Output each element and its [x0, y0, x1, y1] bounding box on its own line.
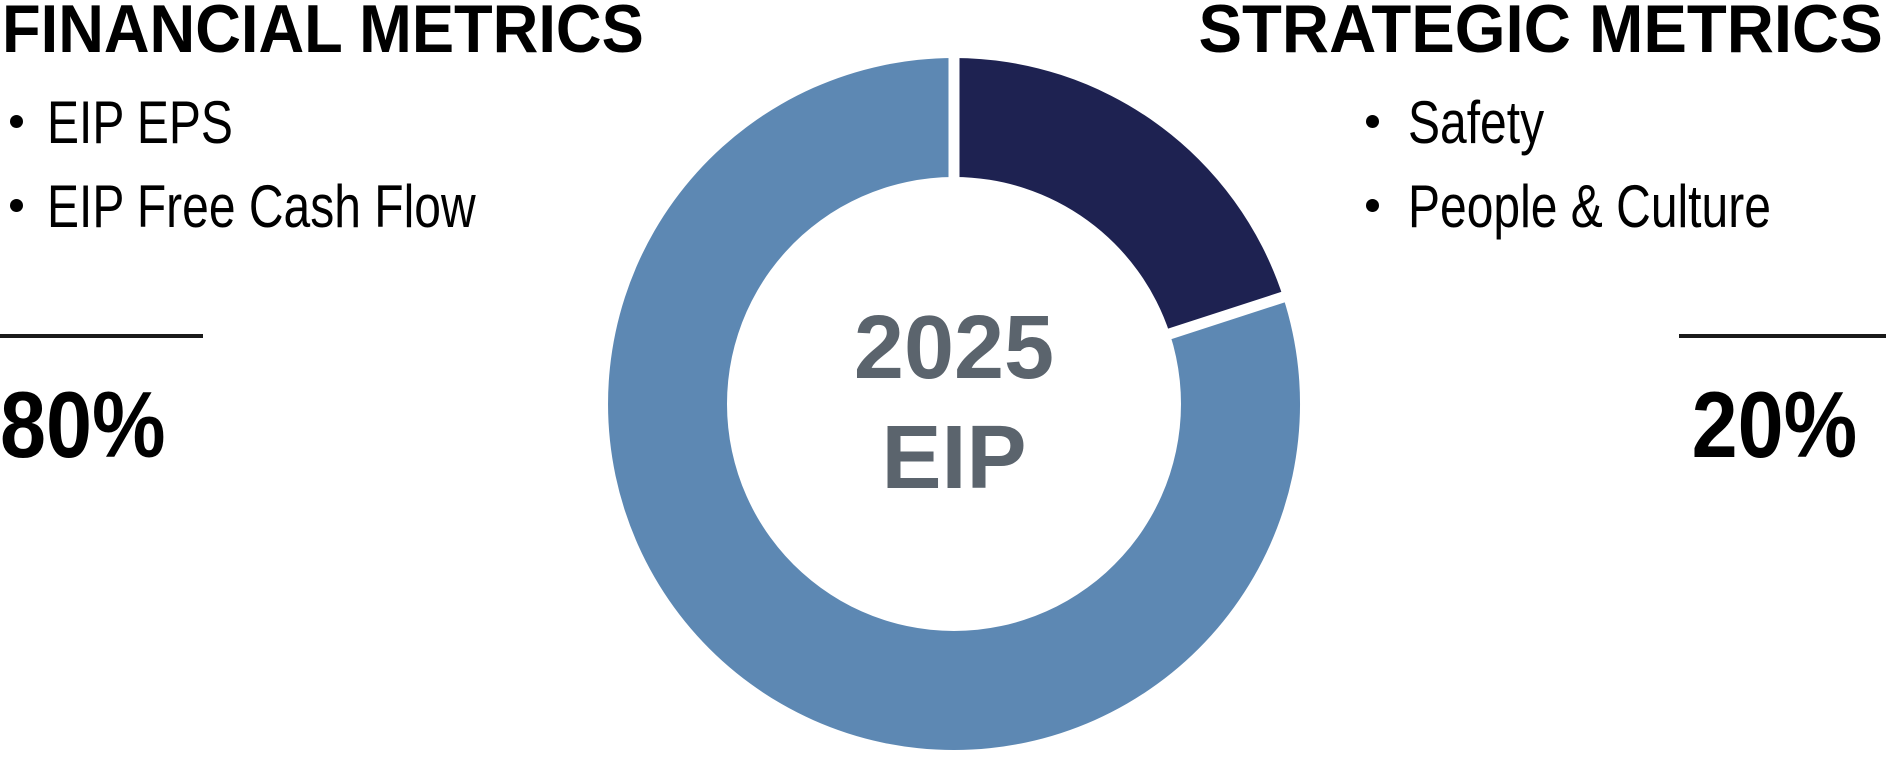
donut-center-label: 2025 EIP [727, 177, 1181, 631]
donut-slice-strategic-metrics [954, 58, 1284, 334]
list-item: EIP Free Cash Flow [10, 176, 583, 238]
financial-metrics-list: EIP EPS EIP Free Cash Flow [10, 92, 583, 260]
percent-divider-right [1679, 334, 1886, 338]
list-item: EIP EPS [10, 92, 583, 154]
slice-separator [952, 289, 1293, 410]
list-item-label: People & Culture [1408, 173, 1771, 240]
list-item-label: EIP EPS [47, 89, 233, 156]
percent-value-left: 80% [0, 372, 166, 477]
list-item-label: EIP Free Cash Flow [47, 173, 476, 240]
list-item: Safety [1366, 92, 1862, 154]
donut-slice-financial-metrics [608, 58, 1301, 750]
bullet-icon [1366, 199, 1379, 212]
list-item: People & Culture [1366, 176, 1862, 238]
strategic-metrics-title: STRATEGIC METRICS [1198, 0, 1883, 67]
strategic-metrics-list: Safety People & Culture [1366, 92, 1862, 260]
center-label-year: 2025 [853, 298, 1055, 399]
percent-divider-left [0, 334, 203, 338]
percent-value-right: 20% [1691, 372, 1857, 477]
financial-metrics-title: FINANCIAL METRICS [2, 0, 644, 67]
bullet-icon [1366, 115, 1379, 128]
bullet-icon [10, 199, 23, 212]
center-label-plan: EIP [881, 408, 1027, 508]
list-item-label: Safety [1408, 89, 1545, 156]
bullet-icon [10, 115, 23, 128]
